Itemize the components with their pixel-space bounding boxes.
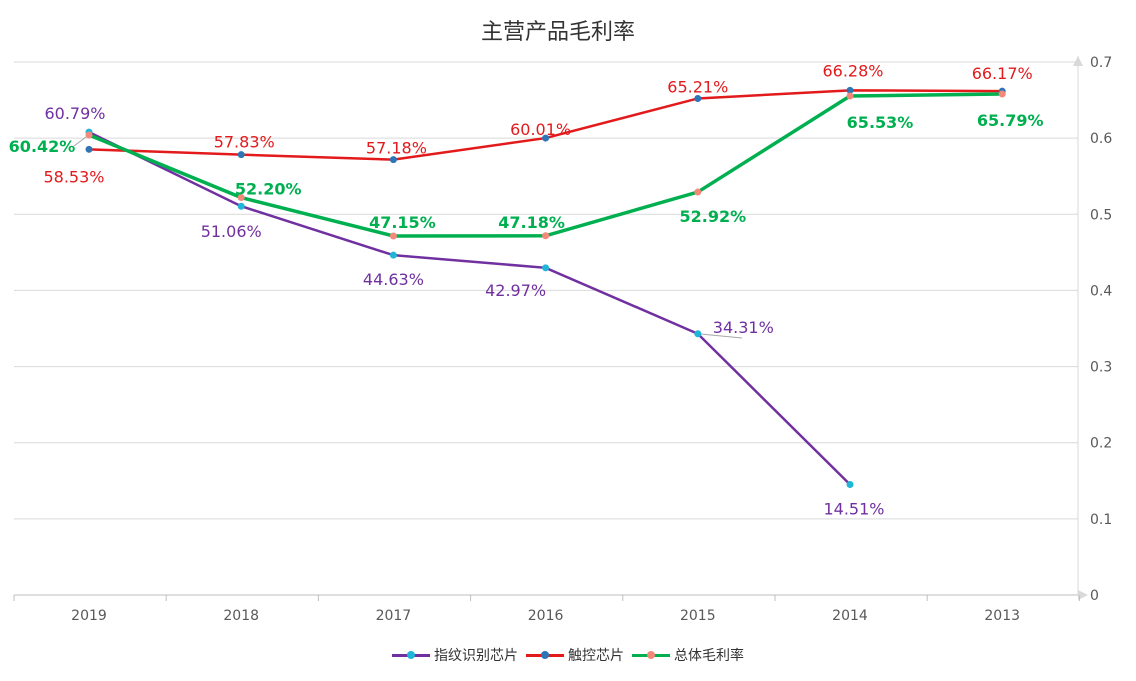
legend-item[interactable]: 总体毛利率 — [632, 645, 744, 665]
data-label: 66.28% — [822, 61, 883, 80]
data-point — [846, 86, 854, 94]
legend-label: 触控芯片 — [568, 648, 624, 664]
legend: 指纹识别芯片 触控芯片 总体毛利率 — [0, 645, 1136, 665]
x-tick-label: 2016 — [528, 608, 564, 624]
x-tick-label: 2014 — [832, 608, 868, 624]
y-tick-label: 0.1 — [1090, 512, 1112, 528]
legend-label: 指纹识别芯片 — [434, 648, 518, 664]
data-label: 34.31% — [713, 318, 774, 337]
data-point — [542, 134, 550, 142]
data-label: 52.20% — [235, 180, 302, 199]
legend-marker — [407, 650, 415, 659]
data-point — [846, 92, 854, 100]
x-tick-label: 2018 — [223, 608, 259, 624]
data-point — [389, 251, 397, 259]
y-tick-label: 0.5 — [1090, 207, 1112, 223]
y-tick-label: 0.7 — [1090, 55, 1112, 71]
data-label: 47.18% — [498, 213, 565, 232]
data-point — [694, 330, 702, 338]
chart-title: 主营产品毛利率 — [480, 20, 635, 45]
data-label: 60.79% — [44, 104, 105, 123]
data-point — [389, 232, 397, 240]
data-point — [237, 151, 245, 159]
legend-item[interactable]: 触控芯片 — [526, 645, 624, 665]
data-point — [389, 156, 397, 164]
y-tick-label: 0 — [1090, 588, 1099, 604]
legend-marker — [541, 650, 549, 659]
data-label: 65.21% — [667, 77, 728, 96]
data-point — [542, 264, 550, 272]
y-axis-arrow — [1073, 56, 1083, 66]
legend-swatch — [526, 650, 564, 659]
data-label: 51.06% — [201, 222, 262, 241]
data-label: 14.51% — [823, 500, 884, 519]
data-point — [694, 188, 702, 196]
legend-label: 总体毛利率 — [674, 648, 744, 664]
legend-swatch — [392, 650, 430, 659]
data-point — [542, 232, 550, 240]
y-tick-label: 0.6 — [1090, 131, 1112, 147]
data-label: 47.15% — [369, 213, 436, 232]
x-tick-label: 2019 — [71, 608, 107, 624]
data-point — [237, 202, 245, 210]
x-tick-label: 2017 — [376, 608, 412, 624]
data-label: 60.42% — [9, 137, 76, 156]
data-label: 65.53% — [847, 113, 914, 132]
data-label: 57.83% — [214, 133, 275, 152]
data-label: 58.53% — [43, 167, 104, 186]
x-axis-arrow — [1078, 590, 1088, 600]
data-point — [846, 481, 854, 489]
y-tick-label: 0.3 — [1090, 360, 1112, 376]
data-point — [237, 194, 245, 202]
data-label: 42.97% — [485, 281, 546, 300]
y-tick-label: 0.2 — [1090, 436, 1112, 452]
data-label: 44.63% — [363, 270, 424, 289]
data-point — [694, 94, 702, 102]
legend-marker — [647, 650, 655, 659]
series-line — [88, 131, 851, 486]
legend-swatch — [632, 650, 670, 659]
data-point — [85, 145, 93, 153]
data-label: 66.17% — [972, 64, 1033, 83]
leader-line — [697, 333, 743, 339]
data-label: 57.18% — [366, 139, 427, 158]
data-label: 52.92% — [679, 207, 746, 226]
data-point — [998, 90, 1006, 98]
data-label: 60.01% — [510, 120, 571, 139]
data-label: 65.79% — [977, 111, 1044, 130]
x-tick-label: 2013 — [984, 608, 1020, 624]
data-point — [85, 131, 93, 139]
legend-item[interactable]: 指纹识别芯片 — [392, 645, 518, 665]
y-tick-label: 0.4 — [1090, 283, 1112, 299]
x-tick-label: 2015 — [680, 608, 716, 624]
leader-line — [73, 136, 87, 147]
